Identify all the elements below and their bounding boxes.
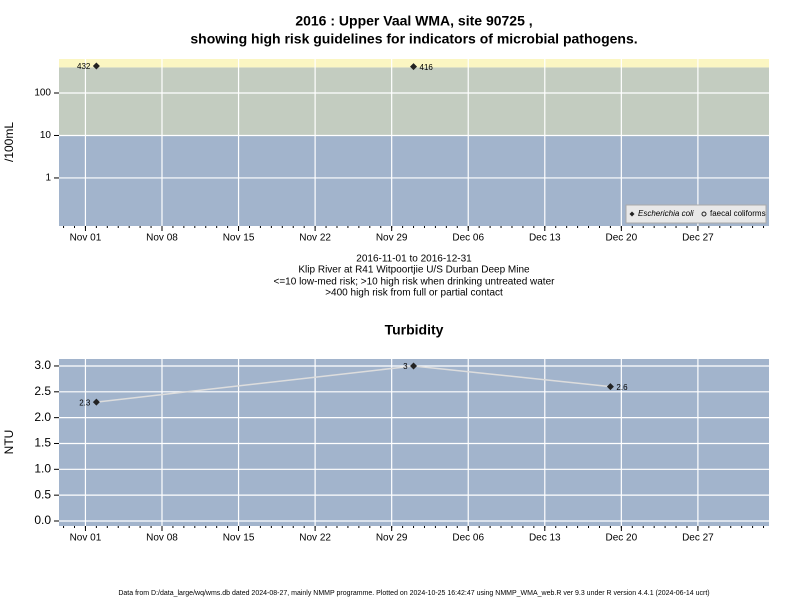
x-tick-label: Nov 01 [70,533,102,544]
note: Klip River at R41 Witpoortjie U/S Durban… [298,265,530,276]
y-tick-label: 0.0 [34,513,51,527]
x-tick-label: Nov 22 [299,233,331,244]
y-tick-label: 1 [45,173,51,184]
x-tick-label: Nov 29 [376,533,408,544]
y-tick-label: 0.5 [34,487,51,501]
data-label: 432 [77,62,91,71]
legend-label: Escherichia coli [638,209,694,218]
data-label: 2.6 [616,383,628,392]
x-tick-label: Nov 08 [146,533,178,544]
data-label: 416 [420,63,434,72]
x-tick-label: Dec 13 [529,533,561,544]
x-tick-label: Dec 06 [452,533,484,544]
x-tick-label: Nov 15 [223,533,255,544]
y-axis-label: /100mL [2,122,16,162]
point [92,398,100,406]
x-tick-label: Nov 08 [146,233,178,244]
y-tick-label: 1.5 [34,436,51,450]
note: <=10 low-med risk; >10 high risk when dr… [274,277,556,288]
point [410,362,418,370]
x-tick-label: Nov 29 [376,233,408,244]
x-tick-label: Dec 06 [452,233,484,244]
data-label: 3 [403,362,408,371]
y-tick-label: 100 [34,88,51,99]
x-tick-label: Dec 27 [682,233,714,244]
x-tick-label: Nov 15 [223,233,255,244]
x-tick-label: Dec 20 [606,233,638,244]
y-axis-label: NTU [2,430,16,455]
point [410,63,418,71]
x-tick-label: Nov 22 [299,533,331,544]
plot-background [59,359,769,526]
risk-band [59,59,769,68]
chart-title: Turbidity [385,322,444,338]
x-tick-label: Dec 27 [682,533,714,544]
x-tick-label: Dec 13 [529,233,561,244]
point [92,62,100,70]
y-tick-label: 2.5 [34,384,51,398]
footer: Data from D:/data_large/wq/wms.db dated … [118,590,709,597]
note: 2016-11-01 to 2016-12-31 [356,254,472,265]
legend-marker [701,211,707,217]
x-tick-label: Dec 20 [606,533,638,544]
y-tick-label: 3.0 [34,358,51,372]
chart-title: showing high risk guidelines for indicat… [190,31,637,47]
y-tick-label: 2.0 [34,410,51,424]
legend-label: faecal coliforms [710,209,766,218]
note: >400 high risk from full or partial cont… [325,288,503,299]
data-label: 2.3 [79,398,91,407]
point [606,383,614,391]
legend-box [625,204,767,224]
risk-band [59,67,769,136]
chart-title: 2016 : Upper Vaal WMA, site 90725 , [295,13,532,29]
legend-marker [629,211,635,217]
y-tick-label: 1.0 [34,461,51,475]
y-tick-label: 10 [40,130,52,141]
x-tick-label: Nov 01 [70,233,102,244]
